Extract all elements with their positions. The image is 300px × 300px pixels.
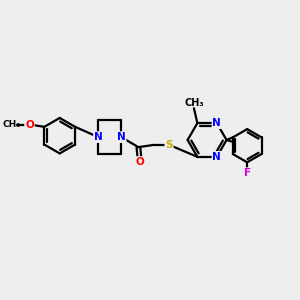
Text: O: O xyxy=(25,119,34,130)
Text: CH₃: CH₃ xyxy=(2,120,20,129)
Text: F: F xyxy=(244,168,251,178)
Text: CH₃: CH₃ xyxy=(184,98,204,107)
Text: O: O xyxy=(136,157,144,167)
Text: N: N xyxy=(212,118,221,128)
Text: N: N xyxy=(117,132,126,142)
Text: N: N xyxy=(94,132,103,142)
Text: N: N xyxy=(212,152,221,162)
Text: S: S xyxy=(165,140,173,150)
